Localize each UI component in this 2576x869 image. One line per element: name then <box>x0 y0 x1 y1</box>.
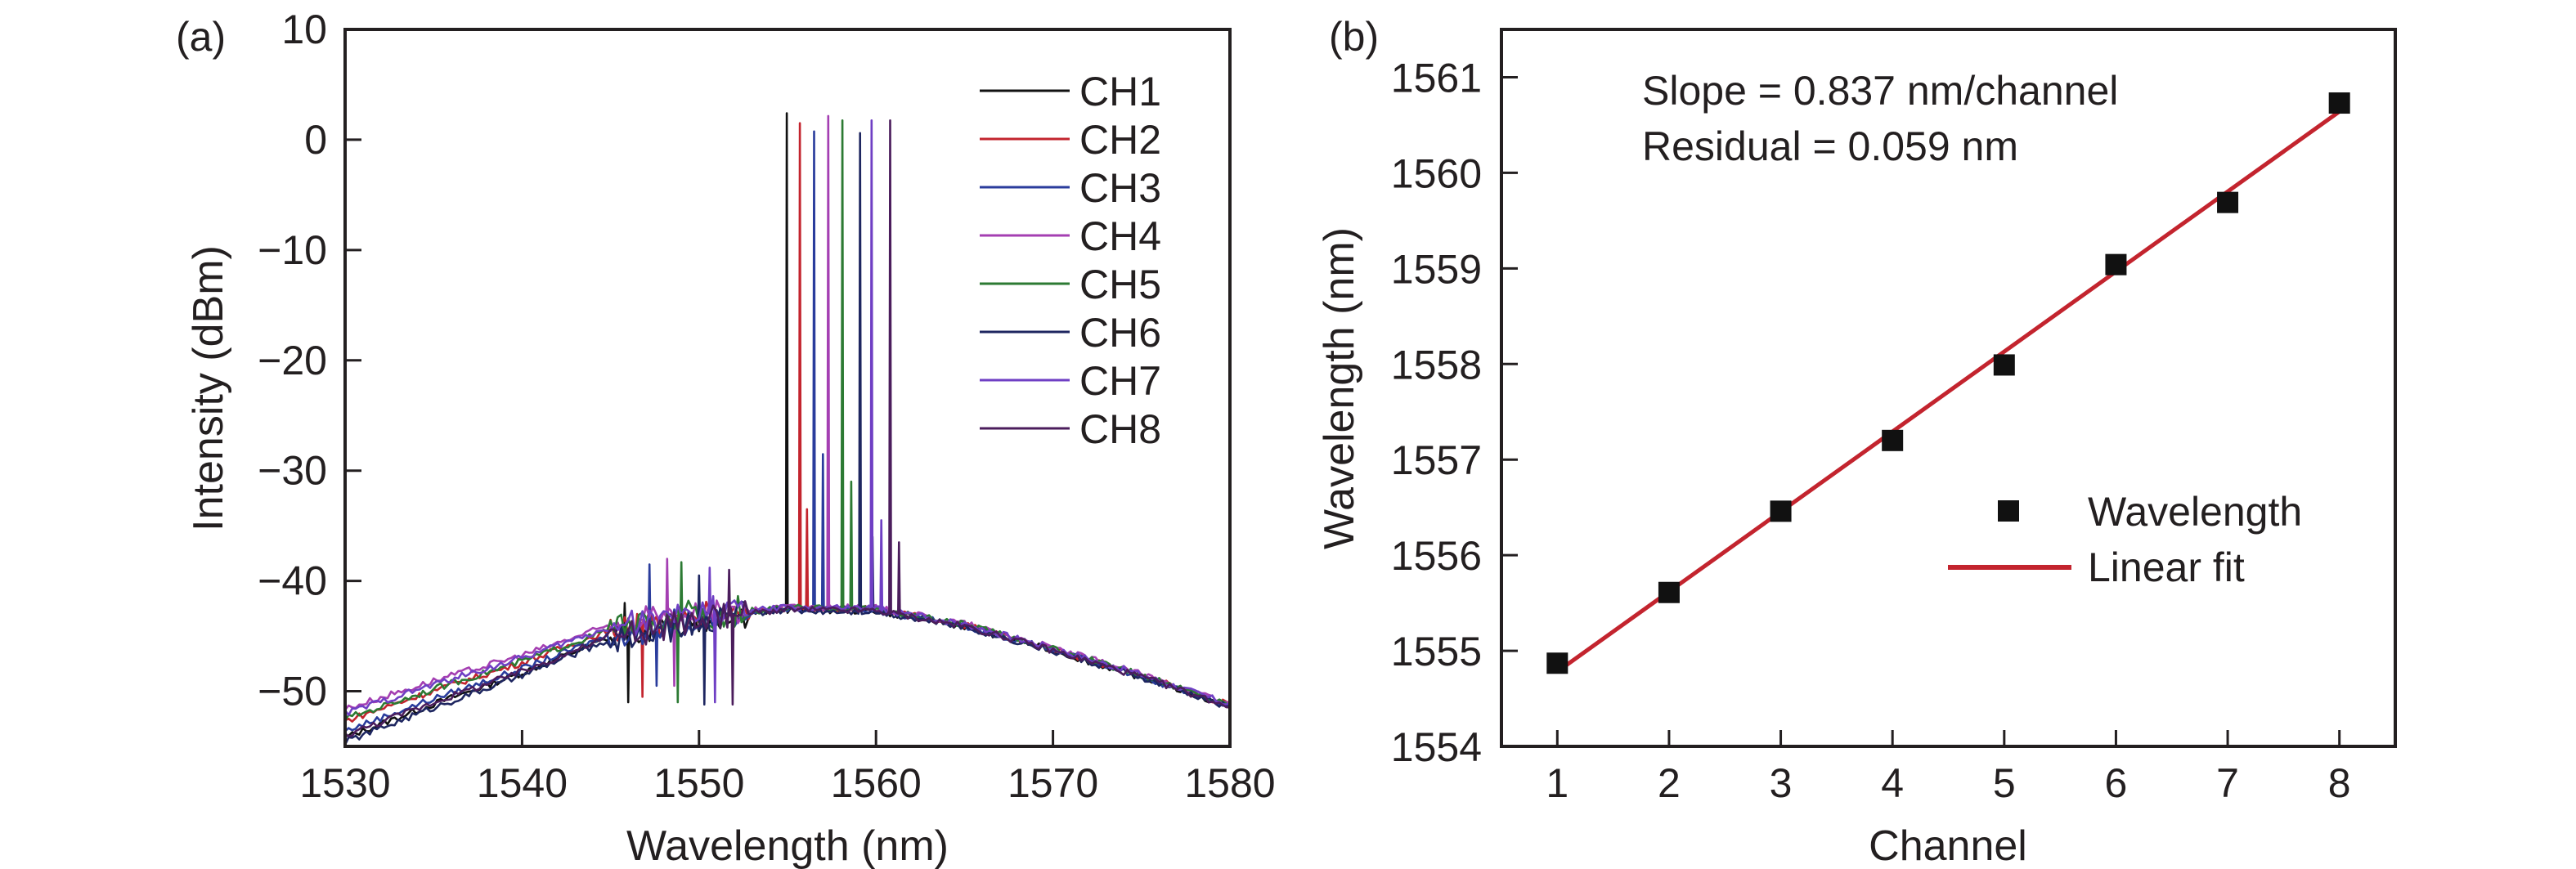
panel-b-ticks: 1 2 3 4 5 6 7 8 1554 1555 1556 1557 1558 1559 1560 1561 <box>1391 55 2351 806</box>
legend-label-ch5: CH5 <box>1079 262 1161 307</box>
legend-marker-wavelength <box>1998 500 2019 522</box>
x-tick-label: 1530 <box>299 760 390 806</box>
x-tick-label: 4 <box>1881 760 1904 806</box>
y-tick-label: 1561 <box>1391 55 1482 101</box>
data-point-channel-8 <box>2328 92 2350 114</box>
x-tick-label: 2 <box>1658 760 1681 806</box>
data-point-channel-2 <box>1658 581 1680 603</box>
data-point-channel-7 <box>2217 191 2239 213</box>
x-tick-label: 1560 <box>831 760 922 806</box>
legend-label-linear-fit: Linear fit <box>2088 544 2245 590</box>
y-tick-label: 1557 <box>1391 437 1482 483</box>
panel-b-fit: (b) 1 2 3 4 5 6 7 8 1554 1555 1556 1557 1558 1559 1560… <box>1316 14 2397 869</box>
legend-label-ch1: CH1 <box>1079 69 1161 114</box>
x-tick-label: 7 <box>2216 760 2239 806</box>
slope-annotation: Slope = 0.837 nm/channel <box>1642 68 2118 114</box>
panel-b-points <box>1546 92 2350 674</box>
panel-b-frame <box>1500 28 2397 748</box>
legend-label-ch6: CH6 <box>1079 310 1161 356</box>
panel-a-series <box>343 112 1232 746</box>
legend-label-ch7: CH7 <box>1079 358 1161 404</box>
panel-a-label: (a) <box>176 14 226 60</box>
legend-label-ch4: CH4 <box>1079 213 1161 259</box>
panel-a-xlabel: Wavelength (nm) <box>626 822 949 869</box>
panel-a-frame <box>343 28 1232 748</box>
y-tick-label: −30 <box>258 448 327 494</box>
data-point-channel-3 <box>1770 500 1792 522</box>
y-tick-label: −50 <box>258 669 327 714</box>
y-tick-label: 1559 <box>1391 246 1482 292</box>
x-tick-label: 1580 <box>1184 760 1275 806</box>
x-tick-label: 1540 <box>477 760 568 806</box>
legend-label-ch3: CH3 <box>1079 165 1161 211</box>
x-tick-label: 3 <box>1770 760 1793 806</box>
data-point-channel-1 <box>1546 652 1568 674</box>
panel-a-ticks: 1530 1540 1550 1560 1570 1580 10 0 −10 −20 −30 −40 −… <box>258 7 1275 806</box>
residual-annotation: Residual = 0.059 nm <box>1642 123 2018 169</box>
y-tick-label: 1554 <box>1391 724 1482 770</box>
data-point-channel-5 <box>1993 354 2015 376</box>
panel-a-spectra: (a) 1530 1540 1550 1560 1570 1580 10 0 −10 −20 −30… <box>176 7 1276 869</box>
panel-b-label: (b) <box>1329 14 1379 60</box>
linear-fit-line <box>1555 110 2341 674</box>
x-tick-label: 5 <box>1993 760 2016 806</box>
panel-a-ylabel: Intensity (dBm) <box>185 245 232 531</box>
y-tick-label: 0 <box>304 117 327 163</box>
y-tick-label: 1555 <box>1391 629 1482 674</box>
legend-label-ch8: CH8 <box>1079 406 1161 452</box>
x-tick-label: 1570 <box>1008 760 1098 806</box>
y-tick-label: −10 <box>258 227 327 273</box>
y-tick-label: 1556 <box>1391 533 1482 579</box>
panel-b-xlabel: Channel <box>1869 822 2027 869</box>
data-point-channel-6 <box>2105 253 2127 275</box>
legend-label-ch2: CH2 <box>1079 117 1161 163</box>
x-tick-label: 8 <box>2328 760 2351 806</box>
panel-b-ylabel: Wavelength (nm) <box>1316 227 1363 549</box>
y-tick-label: 10 <box>281 7 327 52</box>
legend-label-wavelength: Wavelength <box>2088 489 2302 535</box>
x-tick-label: 6 <box>2105 760 2128 806</box>
x-tick-label: 1550 <box>653 760 744 806</box>
y-tick-label: −40 <box>258 558 327 604</box>
data-point-channel-4 <box>1882 429 1904 451</box>
y-tick-label: 1560 <box>1391 150 1482 196</box>
y-tick-label: 1558 <box>1391 342 1482 387</box>
series-line-ch8 <box>344 119 1231 738</box>
y-tick-label: −20 <box>258 338 327 383</box>
x-tick-label: 1 <box>1546 760 1568 806</box>
